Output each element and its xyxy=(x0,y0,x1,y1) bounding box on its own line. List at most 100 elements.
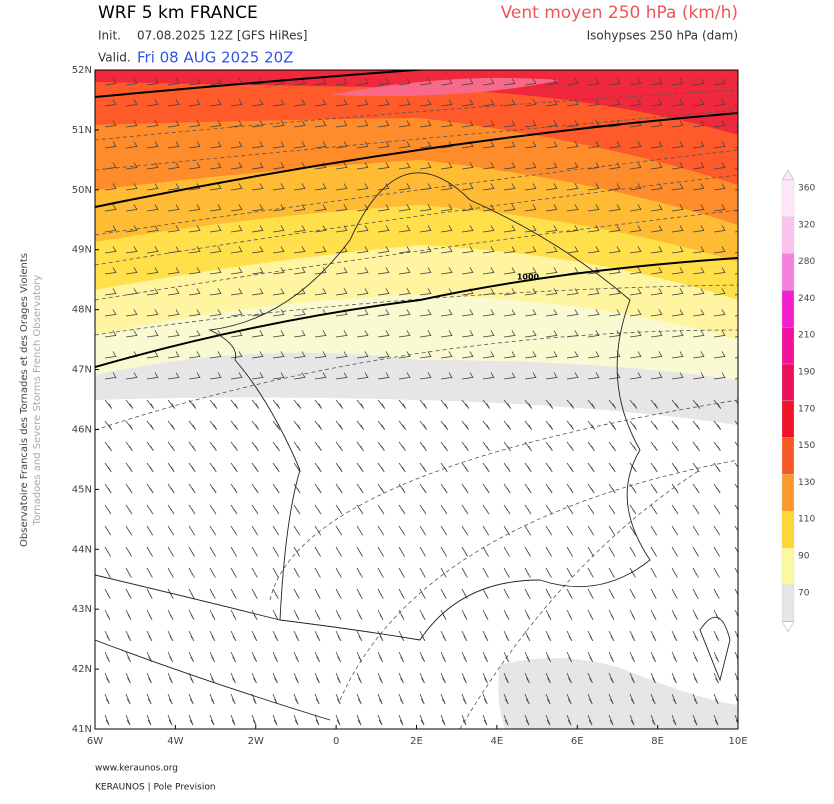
wind-barb xyxy=(587,99,600,107)
wind-barb xyxy=(398,630,405,642)
wind-barb xyxy=(713,78,726,86)
wind-barb xyxy=(272,483,280,494)
wind-barb xyxy=(293,372,306,380)
wind-barb xyxy=(545,162,558,170)
wind-barb xyxy=(587,351,600,359)
wind-barb xyxy=(692,441,700,452)
wind-barb xyxy=(335,567,342,578)
borders xyxy=(95,172,731,721)
wind-barb xyxy=(566,693,572,705)
wind-barb xyxy=(629,630,636,642)
wind-barb xyxy=(713,714,719,726)
wind-barb xyxy=(608,651,615,663)
wind-barb xyxy=(167,630,174,642)
wind-barb xyxy=(251,99,264,107)
wind-barb xyxy=(482,420,491,430)
wind-barb xyxy=(671,162,684,170)
lat-label: 49N xyxy=(72,245,92,256)
wind-barb xyxy=(335,504,343,515)
wind-barb xyxy=(524,183,537,191)
wind-barb xyxy=(587,330,600,338)
wind-barb xyxy=(734,483,738,490)
wind-barb xyxy=(692,609,699,621)
wind-barb xyxy=(125,651,132,663)
wind-barb xyxy=(377,651,384,663)
wind-barb xyxy=(587,267,600,275)
wind-barb xyxy=(482,567,489,578)
wind-barb xyxy=(629,546,636,557)
wind-barb xyxy=(545,714,551,726)
wind-barb xyxy=(209,162,222,170)
wind-barb xyxy=(419,141,432,149)
wind-barb xyxy=(335,267,348,275)
wind-barb xyxy=(629,567,636,578)
wind-barb xyxy=(293,309,306,317)
wind-barb xyxy=(692,672,698,684)
wind-barb xyxy=(335,693,341,705)
wind-barb xyxy=(524,546,531,557)
lon-label: 6E xyxy=(571,736,584,747)
wind-barb xyxy=(272,120,285,128)
wind-barb xyxy=(671,588,678,599)
wind-barb xyxy=(440,462,448,473)
wind-barb xyxy=(230,693,236,705)
wind-barb xyxy=(419,651,426,663)
wind-barb xyxy=(125,309,138,317)
colorbar-label: 210 xyxy=(798,331,815,341)
wind-barb xyxy=(566,78,579,86)
wind-barb xyxy=(524,567,531,578)
wind-barb xyxy=(398,546,405,557)
wind-barb xyxy=(104,441,112,452)
wind-barb xyxy=(314,504,322,515)
wind-barb xyxy=(209,267,222,275)
wind-barb xyxy=(293,99,306,107)
wind-barb xyxy=(608,672,614,684)
wind-barb xyxy=(335,483,343,494)
wind-barb xyxy=(209,420,218,430)
wind-barb xyxy=(398,609,405,621)
wind-barb xyxy=(293,672,299,684)
wind-barb xyxy=(503,399,512,409)
wind-barb xyxy=(545,204,558,212)
wind-barb xyxy=(650,309,663,317)
wind-barb xyxy=(650,714,656,726)
wind-barb xyxy=(608,141,621,149)
wind-barb xyxy=(419,246,432,254)
valid-time: Fri 08 AUG 2025 20Z xyxy=(137,49,293,67)
wind-barb xyxy=(167,525,175,536)
wind-barb xyxy=(503,630,510,642)
wind-barb xyxy=(713,162,726,170)
wind-barb xyxy=(209,78,222,86)
wind-barb xyxy=(671,651,678,663)
wind-barb xyxy=(692,420,701,430)
wind-barb xyxy=(482,120,495,128)
wind-barb xyxy=(377,204,390,212)
wind-barb xyxy=(419,546,426,557)
wind-barb xyxy=(398,672,404,684)
wind-barb xyxy=(335,78,348,86)
wind-barb xyxy=(545,141,558,149)
wind-barb xyxy=(461,693,467,705)
wind-barb xyxy=(503,288,516,296)
wind-barb xyxy=(692,309,705,317)
wind-barb xyxy=(440,267,453,275)
wind-barb xyxy=(125,246,138,254)
wind-barb xyxy=(713,609,720,621)
wind-barb xyxy=(209,288,222,296)
wind-barb xyxy=(335,609,342,621)
wind-barb xyxy=(671,630,678,642)
wind-barb xyxy=(125,672,131,684)
wind-barb xyxy=(524,141,537,149)
model-title: WRF 5 km FRANCE xyxy=(98,3,258,23)
wind-barb xyxy=(503,309,516,317)
wind-barb xyxy=(356,288,369,296)
wind-barb xyxy=(167,483,175,494)
wind-barb xyxy=(608,309,621,317)
colorbar-label: 170 xyxy=(798,404,815,414)
wind-barb xyxy=(188,525,196,536)
wind-barb xyxy=(482,330,495,338)
wind-barb xyxy=(251,546,258,557)
wind-barb xyxy=(104,78,117,86)
wind-barb xyxy=(104,714,110,726)
wind-barb xyxy=(608,99,621,107)
